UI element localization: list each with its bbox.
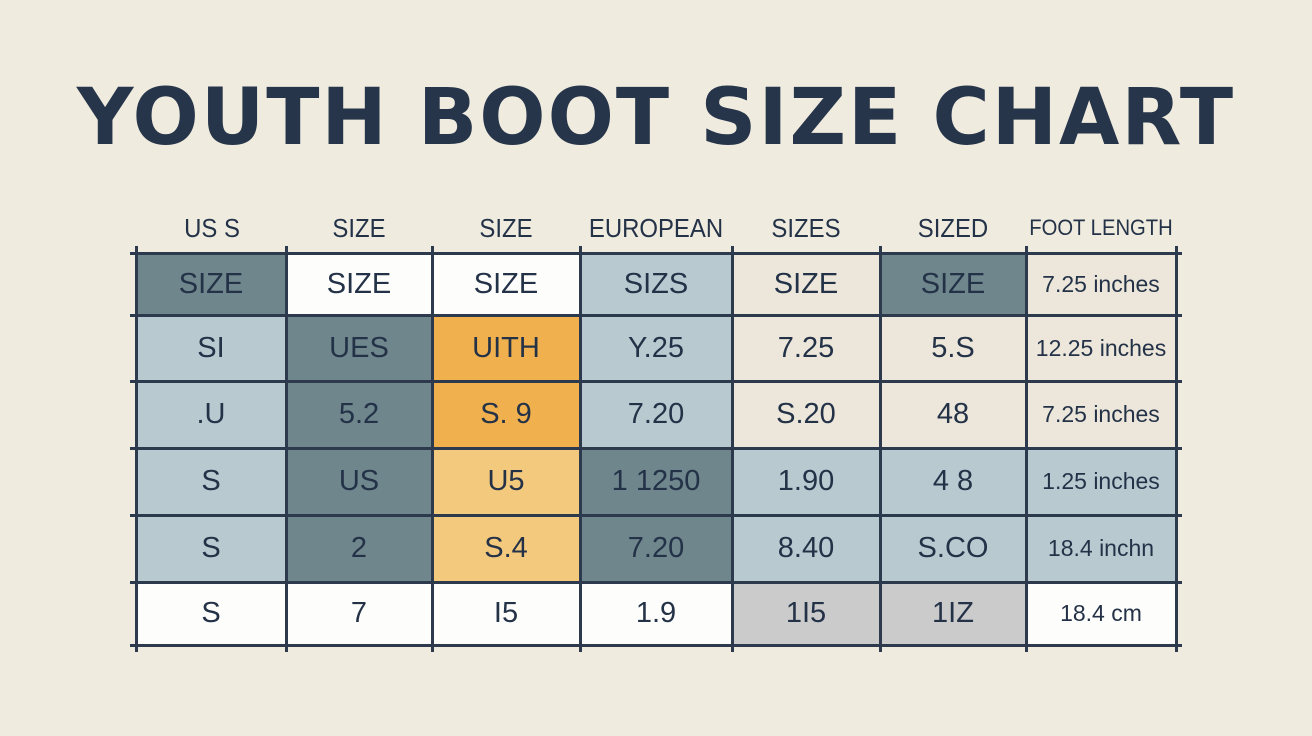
table-cell-r1-c0: SI bbox=[136, 315, 286, 381]
table-cell-r4-c0: S bbox=[136, 515, 286, 582]
table-cell-r5-c0: S bbox=[136, 582, 286, 645]
table-cell-r0-c4: SIZE bbox=[732, 253, 880, 315]
table-cell-r3-c6: 1.25 inches bbox=[1026, 448, 1176, 515]
table-cell-r2-c3: 7.20 bbox=[580, 381, 732, 448]
table-cell-r3-c1: US bbox=[286, 448, 432, 515]
table-cell-r0-c6: 7.25 inches bbox=[1026, 253, 1176, 315]
grid-line-horizontal bbox=[130, 252, 1182, 255]
table-cell-r0-c0: SIZE bbox=[136, 253, 286, 315]
grid-line-horizontal bbox=[130, 514, 1182, 517]
table-cell-r4-c5: S.CO bbox=[880, 515, 1026, 582]
grid-line-horizontal bbox=[130, 447, 1182, 450]
column-header-us-s: US S bbox=[184, 212, 240, 243]
table-cell-r1-c5: 5.S bbox=[880, 315, 1026, 381]
table-cell-r2-c1: 5.2 bbox=[286, 381, 432, 448]
table-cell-r4-c1: 2 bbox=[286, 515, 432, 582]
table-cell-r5-c2: I5 bbox=[432, 582, 580, 645]
table-cell-r3-c2: U5 bbox=[432, 448, 580, 515]
table-cell-r2-c0: .U bbox=[136, 381, 286, 448]
grid-line-horizontal bbox=[130, 314, 1182, 317]
table-cell-r5-c6: 18.4 cm bbox=[1026, 582, 1176, 645]
column-header-sized: SIZED bbox=[917, 212, 989, 243]
column-header-european: EUROPEAN bbox=[588, 212, 724, 243]
column-header-size-2: SIZE bbox=[479, 212, 533, 243]
table-cell-r2-c4: S.20 bbox=[732, 381, 880, 448]
table-cell-r2-c5: 48 bbox=[880, 381, 1026, 448]
grid-line-horizontal bbox=[130, 380, 1182, 383]
table-cell-r3-c4: 1.90 bbox=[732, 448, 880, 515]
table-cell-r1-c3: Y.25 bbox=[580, 315, 732, 381]
grid-line-horizontal bbox=[130, 581, 1182, 584]
table-cell-r2-c2: S. 9 bbox=[432, 381, 580, 448]
table-cell-r3-c5: 4 8 bbox=[880, 448, 1026, 515]
column-header-foot-length: FOOT LENGTH bbox=[1029, 215, 1173, 240]
table-cell-r5-c3: 1.9 bbox=[580, 582, 732, 645]
table-cell-r5-c5: 1IZ bbox=[880, 582, 1026, 645]
table-cell-r1-c6: 12.25 inches bbox=[1026, 315, 1176, 381]
column-header-sizes: SIZES bbox=[771, 212, 841, 243]
table-cell-r0-c5: SIZE bbox=[880, 253, 1026, 315]
table-cell-r5-c4: 1I5 bbox=[732, 582, 880, 645]
chart-title: YOUTH BOOT SIZE CHART bbox=[76, 73, 1236, 163]
table-cell-r5-c1: 7 bbox=[286, 582, 432, 645]
table-cell-r0-c1: SIZE bbox=[286, 253, 432, 315]
table-cell-r0-c2: SIZE bbox=[432, 253, 580, 315]
table-cell-r4-c4: 8.40 bbox=[732, 515, 880, 582]
table-cell-r1-c2: UITH bbox=[432, 315, 580, 381]
table-cell-r4-c2: S.4 bbox=[432, 515, 580, 582]
table-cell-r3-c3: 1 1250 bbox=[580, 448, 732, 515]
grid-line-horizontal bbox=[130, 644, 1182, 647]
table-cell-r0-c3: SIZS bbox=[580, 253, 732, 315]
table-cell-r4-c6: 18.4 inchn bbox=[1026, 515, 1176, 582]
table-cell-r1-c1: UES bbox=[286, 315, 432, 381]
table-cell-r2-c6: 7.25 inches bbox=[1026, 381, 1176, 448]
column-header-size-1: SIZE bbox=[332, 212, 386, 243]
table-cell-r4-c3: 7.20 bbox=[580, 515, 732, 582]
table-cell-r1-c4: 7.25 bbox=[732, 315, 880, 381]
table-cell-r3-c0: S bbox=[136, 448, 286, 515]
